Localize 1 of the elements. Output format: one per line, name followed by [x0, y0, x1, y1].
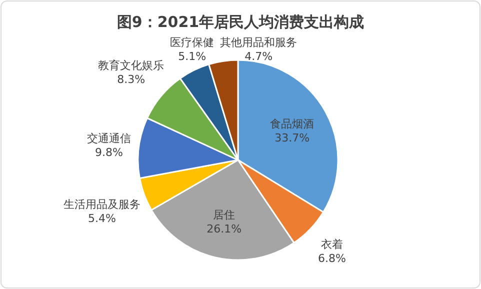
chart-title: 图9：2021年居民人均消费支出构成: [116, 13, 364, 31]
